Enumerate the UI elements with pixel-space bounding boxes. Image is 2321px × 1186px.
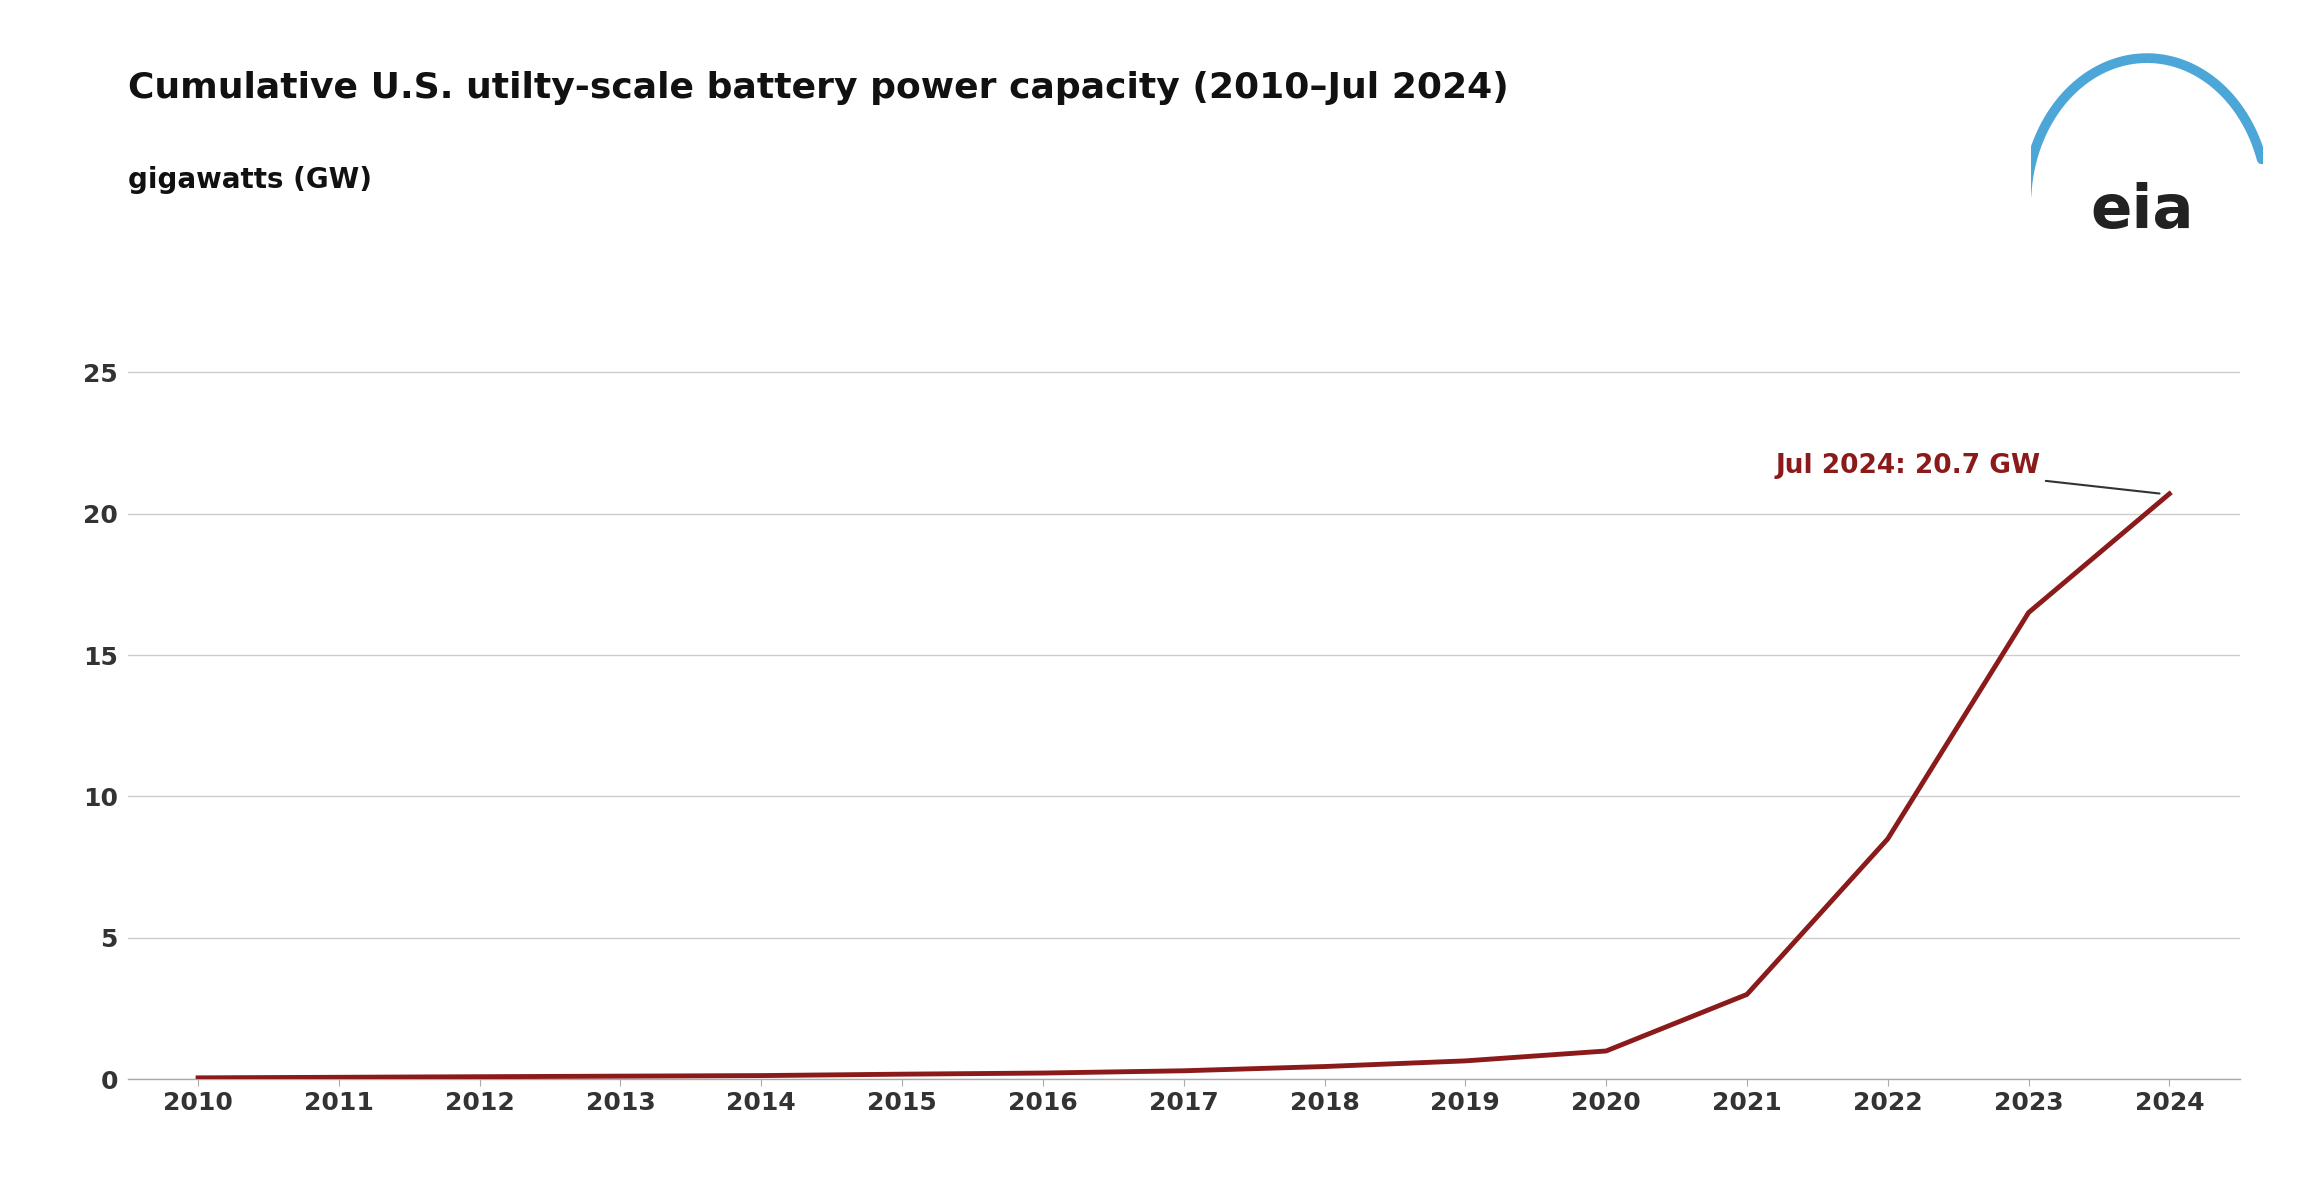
Text: eia: eia [2091, 181, 2193, 241]
Text: Cumulative U.S. utilty-scale battery power capacity (2010–Jul 2024): Cumulative U.S. utilty-scale battery pow… [128, 71, 1509, 106]
Text: gigawatts (GW): gigawatts (GW) [128, 166, 371, 195]
Text: Jul 2024: 20.7 GW: Jul 2024: 20.7 GW [1776, 453, 2159, 493]
